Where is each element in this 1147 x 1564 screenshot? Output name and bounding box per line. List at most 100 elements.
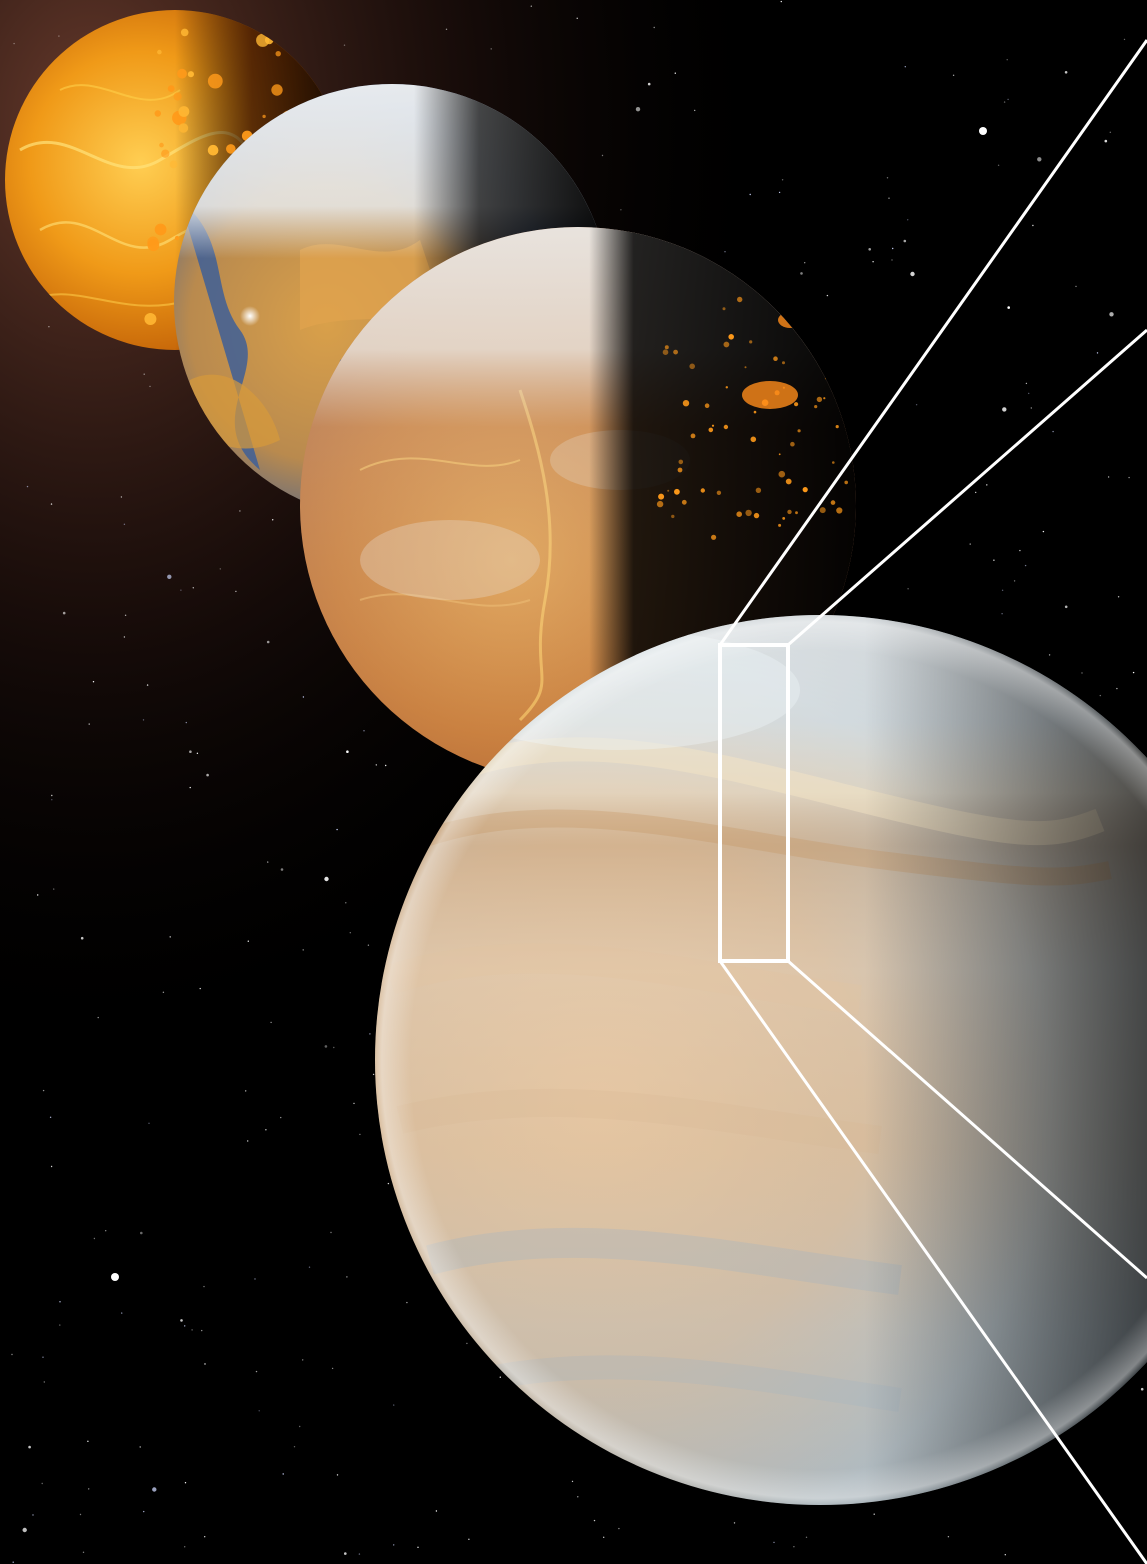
star	[445, 28, 448, 30]
star	[997, 164, 1000, 166]
star	[189, 786, 191, 789]
star	[387, 1182, 390, 1185]
star	[1132, 671, 1135, 674]
star	[58, 35, 60, 37]
ember	[773, 356, 778, 362]
star	[280, 1116, 282, 1119]
star	[204, 1536, 206, 1538]
star	[593, 1519, 596, 1522]
ember	[814, 405, 818, 409]
star	[1128, 476, 1130, 479]
star	[888, 197, 890, 199]
star	[124, 614, 127, 616]
star	[43, 1381, 45, 1383]
ember	[662, 349, 669, 356]
star	[48, 326, 50, 328]
star	[239, 510, 241, 512]
star	[393, 1404, 395, 1406]
star	[143, 373, 145, 375]
star	[363, 730, 365, 732]
ember	[794, 402, 799, 407]
star	[26, 485, 29, 488]
ember	[802, 487, 808, 493]
lava-spot	[167, 85, 175, 92]
star	[82, 1551, 85, 1554]
star	[88, 1488, 90, 1490]
star	[975, 491, 977, 494]
ember	[704, 403, 710, 409]
star	[530, 5, 532, 7]
star	[385, 764, 387, 767]
star	[892, 247, 894, 250]
star	[1001, 589, 1004, 591]
star	[254, 1278, 256, 1280]
ember	[690, 433, 696, 439]
star	[653, 26, 655, 29]
star	[11, 1353, 13, 1356]
star	[1004, 1554, 1006, 1556]
star	[343, 44, 346, 46]
star	[185, 721, 187, 724]
lava-spot	[271, 84, 283, 96]
star	[1064, 605, 1068, 609]
ember	[737, 296, 743, 303]
ember	[782, 517, 786, 520]
cloud-covered-planet	[375, 615, 1147, 1505]
ember	[689, 363, 695, 370]
lava-spot	[161, 149, 170, 158]
star	[1117, 596, 1120, 598]
star	[1099, 694, 1102, 697]
ember	[816, 396, 823, 403]
star	[571, 1480, 574, 1483]
lava-spot	[173, 92, 182, 101]
lava-spot	[262, 114, 266, 119]
ember	[711, 534, 717, 540]
star	[915, 404, 918, 406]
ember	[725, 386, 728, 389]
star	[149, 385, 151, 388]
callout-line-top-right	[787, 328, 1147, 647]
star	[907, 588, 909, 590]
ember	[790, 441, 795, 447]
lava-spot	[144, 313, 157, 325]
star	[247, 940, 249, 942]
lava-spot	[154, 110, 161, 117]
star	[245, 1090, 247, 1092]
star	[203, 1285, 205, 1288]
star	[359, 1133, 361, 1136]
star	[184, 1546, 186, 1548]
star	[258, 1410, 260, 1412]
star	[333, 1046, 335, 1049]
ember	[678, 459, 684, 465]
star	[804, 262, 806, 264]
star	[324, 876, 329, 882]
ember	[736, 511, 742, 517]
star	[468, 1538, 470, 1541]
star	[22, 1527, 27, 1533]
star	[367, 944, 370, 946]
star	[324, 1045, 328, 1048]
lava-spot	[159, 142, 164, 148]
ember	[787, 509, 792, 515]
star	[192, 587, 194, 589]
bright-star	[979, 127, 987, 135]
star	[947, 1536, 950, 1538]
star	[793, 1546, 795, 1548]
star	[873, 1513, 875, 1515]
star	[331, 1367, 334, 1370]
star	[353, 1102, 355, 1105]
callout-line-bottom-left	[718, 960, 1147, 1564]
ember	[673, 349, 678, 355]
star	[346, 750, 349, 753]
star	[1116, 687, 1118, 690]
star	[79, 1513, 82, 1516]
ember	[844, 480, 848, 485]
star	[618, 1527, 620, 1530]
ember	[667, 489, 670, 492]
lava-spot	[174, 235, 180, 241]
lava-spot	[207, 73, 223, 89]
lava-spot	[180, 28, 189, 37]
star	[1104, 139, 1108, 143]
star	[1030, 407, 1033, 409]
